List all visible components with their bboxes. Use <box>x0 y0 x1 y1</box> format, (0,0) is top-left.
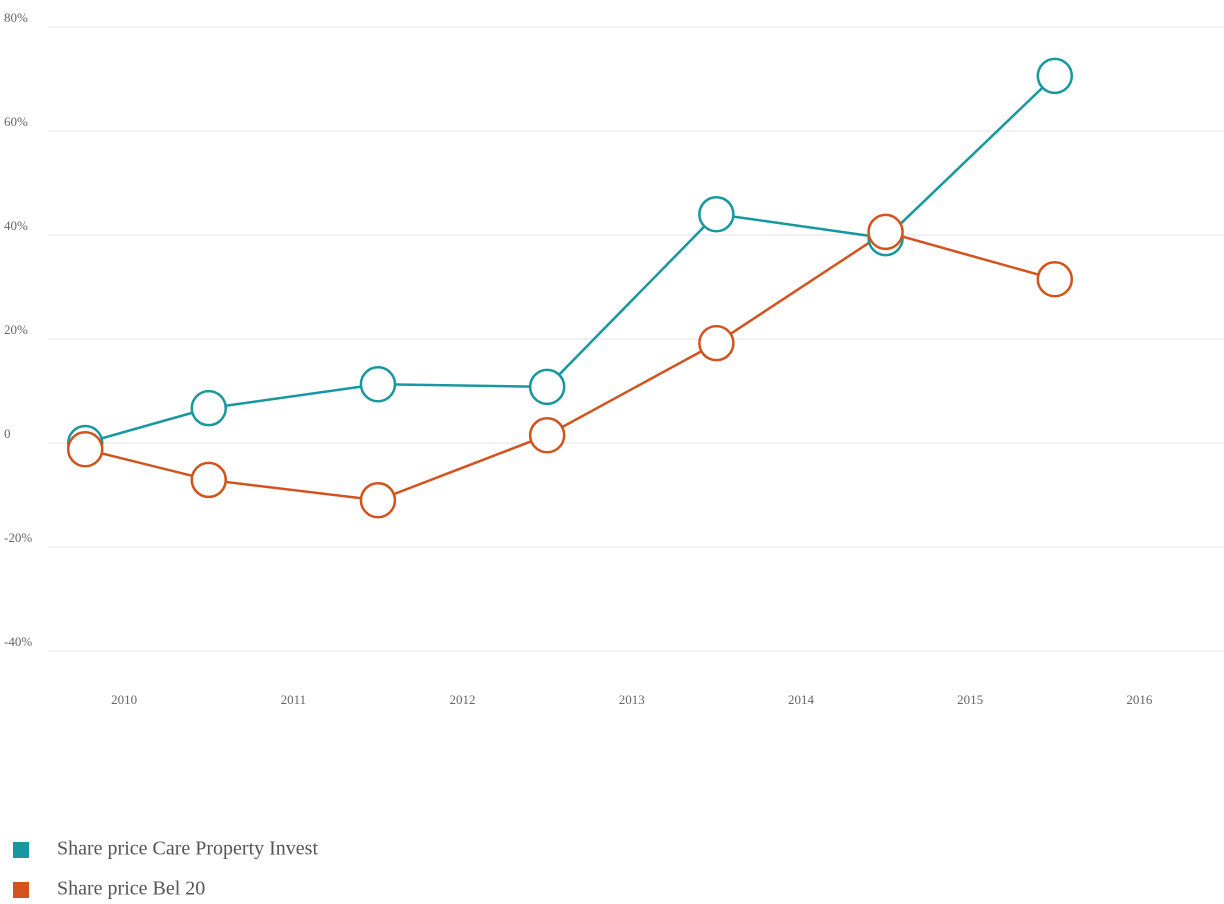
x-tick-label: 2015 <box>957 692 983 707</box>
x-tick-label: 2014 <box>788 692 815 707</box>
x-tick-label: 2010 <box>111 692 137 707</box>
y-tick-label: 60% <box>4 114 28 129</box>
data-point <box>528 368 566 406</box>
legend-swatch <box>13 842 29 858</box>
x-tick-label: 2011 <box>281 692 307 707</box>
x-tick-label: 2012 <box>450 692 476 707</box>
y-tick-label: 40% <box>4 218 28 233</box>
data-point <box>190 389 227 427</box>
legend-swatch <box>13 882 29 898</box>
x-tick-label: 2013 <box>619 692 645 707</box>
data-point <box>1036 57 1074 95</box>
series-line <box>84 230 1056 502</box>
legend-label: Share price Bel 20 <box>57 878 205 900</box>
data-point <box>66 430 104 468</box>
data-point <box>190 461 227 499</box>
y-tick-label: -40% <box>4 634 32 649</box>
data-point <box>528 416 566 454</box>
legend-label: Share price Care Property Invest <box>57 838 318 860</box>
data-point <box>698 324 735 362</box>
y-tick-label: 0 <box>4 426 11 441</box>
data-point <box>1036 260 1074 298</box>
y-tick-label: -20% <box>4 530 32 545</box>
data-point <box>867 213 904 251</box>
y-tick-label: 20% <box>4 322 28 337</box>
data-point <box>359 365 397 403</box>
data-point <box>698 195 735 233</box>
x-tick-label: 2016 <box>1126 692 1153 707</box>
data-point <box>359 481 397 519</box>
y-tick-label: 80% <box>4 10 28 25</box>
